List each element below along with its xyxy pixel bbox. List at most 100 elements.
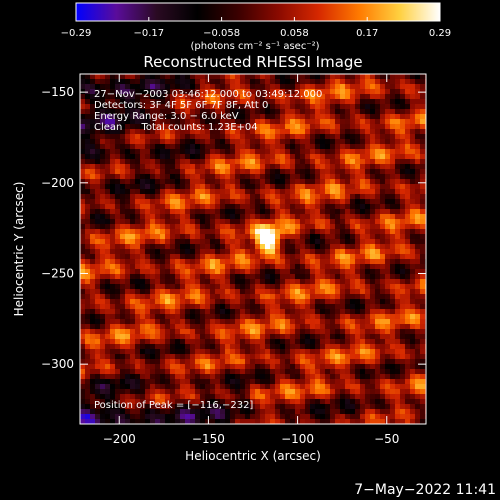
heatmap-cell bbox=[220, 89, 225, 94]
heatmap-cell bbox=[95, 249, 100, 254]
heatmap-cell bbox=[285, 364, 290, 369]
heatmap-cell bbox=[175, 329, 180, 334]
heatmap-cell bbox=[375, 374, 380, 379]
heatmap-cell bbox=[200, 79, 205, 84]
heatmap-cell bbox=[170, 374, 175, 379]
heatmap-cell bbox=[305, 369, 310, 374]
heatmap-cell bbox=[205, 349, 210, 354]
heatmap-cell bbox=[135, 409, 140, 414]
heatmap-cell bbox=[370, 264, 375, 269]
heatmap-cell bbox=[330, 194, 335, 199]
heatmap-cell bbox=[290, 279, 295, 284]
heatmap-cell bbox=[375, 204, 380, 209]
heatmap-cell bbox=[200, 94, 205, 99]
heatmap-cell bbox=[195, 249, 200, 254]
heatmap-cell bbox=[120, 164, 125, 169]
heatmap-cell bbox=[255, 339, 260, 344]
heatmap-cell bbox=[390, 194, 395, 199]
heatmap-cell bbox=[115, 289, 120, 294]
heatmap-cell bbox=[385, 199, 390, 204]
heatmap-cell bbox=[350, 114, 355, 119]
heatmap-cell bbox=[90, 389, 95, 394]
heatmap-cell bbox=[230, 329, 235, 334]
heatmap-cell bbox=[265, 249, 270, 254]
heatmap-cell bbox=[135, 84, 140, 89]
heatmap-cell bbox=[310, 179, 315, 184]
heatmap-cell bbox=[280, 404, 285, 409]
heatmap-cell bbox=[170, 274, 175, 279]
heatmap-cell bbox=[130, 349, 135, 354]
heatmap-cell bbox=[410, 379, 415, 384]
heatmap-cell bbox=[205, 99, 210, 104]
heatmap-cell bbox=[215, 84, 220, 89]
heatmap-cell bbox=[245, 164, 250, 169]
heatmap-cell bbox=[105, 404, 110, 409]
heatmap-cell bbox=[215, 164, 220, 169]
heatmap-cell bbox=[400, 419, 405, 424]
heatmap-cell bbox=[345, 124, 350, 129]
heatmap-cell bbox=[230, 164, 235, 169]
heatmap-cell bbox=[195, 399, 200, 404]
heatmap-cell bbox=[185, 274, 190, 279]
heatmap-cell bbox=[415, 304, 420, 309]
heatmap-cell bbox=[275, 209, 280, 214]
heatmap-cell bbox=[115, 284, 120, 289]
heatmap-cell bbox=[145, 214, 150, 219]
heatmap-cell bbox=[150, 124, 155, 129]
heatmap-cell bbox=[305, 259, 310, 264]
heatmap-cell bbox=[85, 409, 90, 414]
heatmap-cell bbox=[390, 224, 395, 229]
heatmap-cell bbox=[330, 369, 335, 374]
heatmap-cell bbox=[360, 214, 365, 219]
heatmap-cell bbox=[215, 149, 220, 154]
heatmap-cell bbox=[245, 354, 250, 359]
heatmap-cell bbox=[335, 284, 340, 289]
heatmap-cell bbox=[345, 364, 350, 369]
heatmap-cell bbox=[130, 379, 135, 384]
heatmap-cell bbox=[80, 324, 85, 329]
heatmap-cell bbox=[330, 389, 335, 394]
heatmap-cell bbox=[130, 214, 135, 219]
heatmap-cell bbox=[325, 329, 330, 334]
heatmap-cell bbox=[170, 119, 175, 124]
heatmap-cell bbox=[195, 389, 200, 394]
heatmap-cell bbox=[240, 199, 245, 204]
heatmap-cell bbox=[285, 299, 290, 304]
heatmap-cell bbox=[410, 269, 415, 274]
heatmap-cell bbox=[270, 419, 275, 424]
heatmap-cell bbox=[300, 239, 305, 244]
heatmap-cell bbox=[325, 349, 330, 354]
heatmap-cell bbox=[330, 349, 335, 354]
heatmap-cell bbox=[310, 354, 315, 359]
heatmap-cell bbox=[410, 394, 415, 399]
heatmap-cell bbox=[180, 319, 185, 324]
heatmap-cell bbox=[220, 374, 225, 379]
heatmap-cell bbox=[305, 354, 310, 359]
colorbar-tick-label: −0.058 bbox=[203, 28, 240, 39]
heatmap-cell bbox=[365, 179, 370, 184]
heatmap-cell bbox=[270, 104, 275, 109]
heatmap-cell bbox=[215, 304, 220, 309]
heatmap-cell bbox=[370, 104, 375, 109]
heatmap-cell bbox=[205, 319, 210, 324]
heatmap-cell bbox=[395, 334, 400, 339]
heatmap-cell bbox=[380, 384, 385, 389]
heatmap-cell bbox=[185, 154, 190, 159]
heatmap-cell bbox=[390, 104, 395, 109]
heatmap-cell bbox=[100, 329, 105, 334]
heatmap-cell bbox=[250, 149, 255, 154]
heatmap-cell bbox=[415, 354, 420, 359]
heatmap-cell bbox=[340, 229, 345, 234]
heatmap-cell bbox=[155, 339, 160, 344]
heatmap-cell bbox=[165, 164, 170, 169]
heatmap-cell bbox=[270, 244, 275, 249]
heatmap-cell bbox=[195, 289, 200, 294]
heatmap-cell bbox=[100, 384, 105, 389]
heatmap-cell bbox=[275, 179, 280, 184]
heatmap-cell bbox=[125, 419, 130, 424]
heatmap-cell bbox=[365, 249, 370, 254]
heatmap-cell bbox=[415, 269, 420, 274]
heatmap-cell bbox=[210, 319, 215, 324]
heatmap-cell bbox=[170, 384, 175, 389]
heatmap-cell bbox=[290, 314, 295, 319]
